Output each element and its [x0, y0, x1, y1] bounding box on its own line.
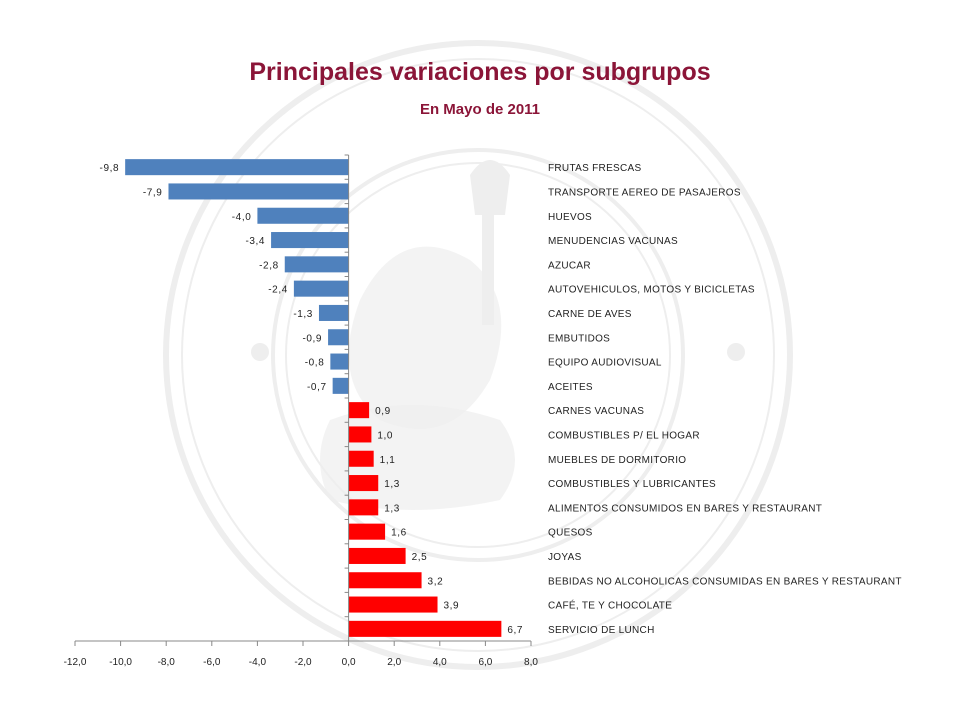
bar-value-label: 3,9 — [444, 601, 460, 612]
bar — [348, 572, 422, 589]
bar — [348, 450, 374, 467]
bar-value-label: -0,7 — [307, 382, 327, 393]
category-label: CARNES VACUNAS — [548, 406, 644, 417]
bar — [348, 475, 379, 492]
bar-value-label: 1,3 — [384, 503, 400, 514]
category-label: BEBIDAS NO ALCOHOLICAS CONSUMIDAS EN BAR… — [548, 576, 902, 587]
x-tick-label: -4,0 — [249, 657, 267, 668]
bar-value-label: -4,0 — [232, 212, 252, 223]
x-tick-label: -12,0 — [64, 657, 87, 668]
category-label: ALIMENTOS CONSUMIDOS EN BARES Y RESTAURA… — [548, 503, 822, 514]
category-label: CARNE DE AVES — [548, 309, 632, 320]
category-label: CAFÉ, TE Y CHOCOLATE — [548, 599, 672, 612]
bar — [293, 280, 349, 297]
category-label: JOYAS — [548, 552, 582, 563]
axes-group: -12,0 -10,0 -8,0 -6,0 -4,0 -2,0 0,0 2,0 4,0 6,0 8,… — [64, 154, 538, 668]
bar-value-label: -0,8 — [305, 358, 325, 369]
category-label: FRUTAS FRESCAS — [548, 163, 641, 174]
bar-value-label: -7,9 — [143, 187, 163, 198]
bars-group — [125, 159, 502, 637]
category-label: QUESOS — [548, 528, 593, 539]
category-label: SERVICIO DE LUNCH — [548, 625, 655, 636]
bar-value-label: 1,0 — [377, 430, 393, 441]
x-tick-label: -2,0 — [294, 657, 312, 668]
bar — [332, 377, 349, 394]
bar — [257, 207, 349, 224]
bar-value-label: 1,6 — [391, 528, 407, 539]
bar-value-label: 3,2 — [428, 576, 444, 587]
category-labels-group: FRUTAS FRESCAS TRANSPORTE AEREO DE PASAJE… — [548, 163, 902, 636]
bar-value-label: 0,9 — [375, 406, 391, 417]
bar-value-label: -3,4 — [245, 236, 265, 247]
bar — [348, 523, 386, 540]
category-label: ACEITES — [548, 382, 593, 393]
bar — [284, 256, 349, 273]
bar — [125, 159, 349, 176]
bar — [348, 426, 372, 443]
x-tick-label: 6,0 — [478, 657, 492, 668]
x-tick-label: -8,0 — [158, 657, 176, 668]
bar — [271, 232, 349, 249]
bar — [348, 547, 406, 564]
bar-value-label: 1,3 — [384, 479, 400, 490]
category-label: MUEBLES DE DORMITORIO — [548, 455, 686, 466]
bar — [330, 353, 349, 370]
chart-title: Principales variaciones por subgrupos — [249, 58, 711, 86]
x-tick-label: 0,0 — [342, 657, 356, 668]
category-label: COMBUSTIBLES Y LUBRICANTES — [548, 479, 716, 490]
bar — [168, 183, 349, 200]
category-label: HUEVOS — [548, 212, 592, 223]
bar — [348, 620, 502, 637]
bar-value-label: -0,9 — [302, 333, 322, 344]
bar-value-label: -2,8 — [259, 260, 279, 271]
bar-value-label: -1,3 — [293, 309, 313, 320]
bar — [348, 402, 370, 419]
category-label: AUTOVEHICULOS, MOTOS Y BICICLETAS — [548, 285, 755, 296]
x-tick-label: 2,0 — [387, 657, 401, 668]
category-label: MENUDENCIAS VACUNAS — [548, 236, 678, 247]
category-label: TRANSPORTE AEREO DE PASAJEROS — [548, 187, 741, 198]
bar — [318, 304, 349, 321]
category-label: AZUCAR — [548, 260, 591, 271]
bar — [348, 499, 379, 516]
category-label: COMBUSTIBLES P/ EL HOGAR — [548, 430, 700, 441]
x-tick-label: 4,0 — [433, 657, 447, 668]
chart-subtitle: En Mayo de 2011 — [419, 101, 541, 118]
category-label: EMBUTIDOS — [548, 333, 610, 344]
bar — [328, 329, 349, 346]
x-tick-label: 8,0 — [524, 657, 538, 668]
x-tick-label: -6,0 — [203, 657, 221, 668]
category-label: EQUIPO AUDIOVISUAL — [548, 358, 662, 369]
value-labels-group: -9,8 -7,9 -4,0 -3,4 -2,8 -2,4 -1,3 -0,9 -0,8 -0,7… — [100, 163, 523, 636]
bar-value-label: 1,1 — [380, 455, 396, 466]
bar-value-label: -2,4 — [268, 285, 288, 296]
bar — [348, 596, 438, 613]
bar-value-label: 2,5 — [412, 552, 428, 563]
x-tick-label: -10,0 — [109, 657, 132, 668]
bar-value-label: 6,7 — [507, 625, 523, 636]
bar-value-label: -9,8 — [100, 163, 120, 174]
